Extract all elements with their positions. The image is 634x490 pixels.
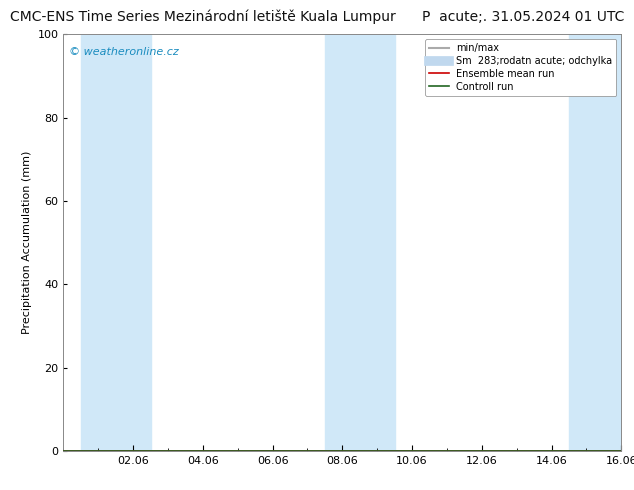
Bar: [325, 34, 394, 451]
Bar: [569, 34, 621, 451]
Text: © weatheronline.cz: © weatheronline.cz: [69, 47, 179, 57]
Legend: min/max, Sm  283;rodatn acute; odchylka, Ensemble mean run, Controll run: min/max, Sm 283;rodatn acute; odchylka, …: [425, 39, 616, 96]
Text: CMC-ENS Time Series Mezinárodní letiště Kuala Lumpur      P  acute;. 31.05.2024 : CMC-ENS Time Series Mezinárodní letiště …: [10, 10, 624, 24]
Bar: [81, 34, 150, 451]
Y-axis label: Precipitation Accumulation (mm): Precipitation Accumulation (mm): [22, 151, 32, 334]
